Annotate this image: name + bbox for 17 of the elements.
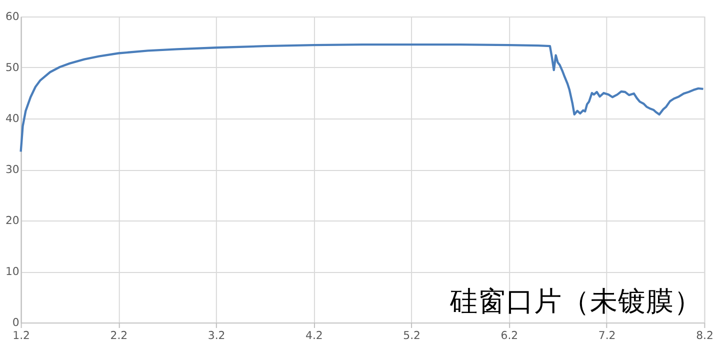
x-tick-label: 5.2: [403, 328, 420, 342]
x-tick-label: 1.2: [12, 328, 30, 342]
line-series: [20, 43, 704, 153]
y-tick-label: 20: [5, 214, 20, 228]
y-tick-label: 0: [12, 316, 20, 330]
x-tick-label: 6.2: [500, 328, 518, 342]
y-tick-label: 50: [5, 60, 20, 74]
y-tick-label: 60: [5, 10, 20, 23]
x-tick-label: 4.2: [306, 328, 323, 342]
x-tick-label: 7.2: [598, 328, 616, 342]
x-tick-label: 8.2: [696, 328, 714, 342]
y-tick-label: 10: [5, 265, 20, 278]
x-tick-label: 3.2: [208, 328, 226, 342]
x-tick-label: 2.2: [110, 328, 128, 342]
y-tick-label: 40: [5, 112, 20, 125]
annotation: 硅窗口片（未镀膜）: [449, 286, 702, 317]
y-tick-label: 30: [5, 163, 20, 176]
